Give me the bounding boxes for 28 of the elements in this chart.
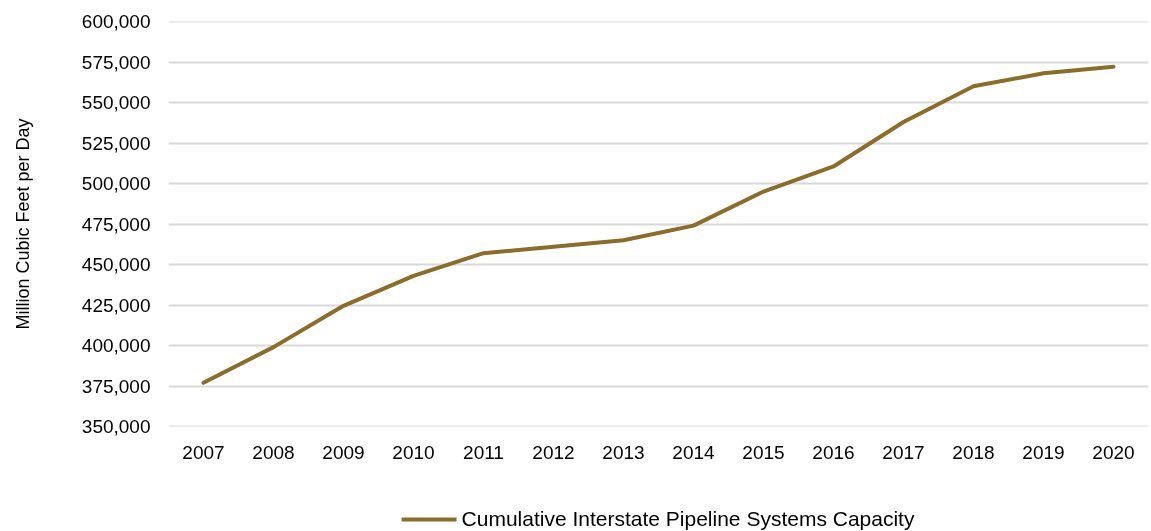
x-tick-label: 2009 [322,441,365,463]
x-tick-label: 2017 [882,441,925,463]
y-tick-label: 450,000 [81,254,151,275]
y-tick-label: 575,000 [81,51,151,73]
y-tick-label: 600,000 [81,11,151,32]
y-tick-label: 525,000 [81,132,151,154]
y-tick-label: 500,000 [81,173,151,194]
x-tick-label: 2013 [602,441,645,463]
x-tick-label: 2019 [1022,441,1065,463]
x-tick-label: 2012 [532,441,575,463]
x-tick-label: 2008 [252,441,295,463]
y-tick-label: 350,000 [81,416,151,437]
x-tick-label: 2007 [182,441,225,463]
y-tick-label: 425,000 [81,294,151,316]
x-tick-label: 2015 [742,441,785,463]
x-tick-label: 2010 [392,441,435,463]
y-tick-label: 375,000 [81,375,151,397]
y-tick-label: 475,000 [81,213,151,235]
x-tick-label: 2016 [812,441,855,463]
line-series [201,64,1116,385]
x-tick-label: 2020 [1092,441,1135,463]
x-tick-label: 2011 [463,441,504,463]
y-axis-title: Million Cubic Feet per Day [12,118,33,330]
x-tick-label: 2014 [672,441,716,463]
x-tick-label: 2018 [952,441,995,463]
y-tick-label: 550,000 [81,92,151,113]
legend-label: Cumulative Interstate Pipeline Systems Capacity [461,507,915,531]
y-tick-label: 400,000 [81,335,151,356]
